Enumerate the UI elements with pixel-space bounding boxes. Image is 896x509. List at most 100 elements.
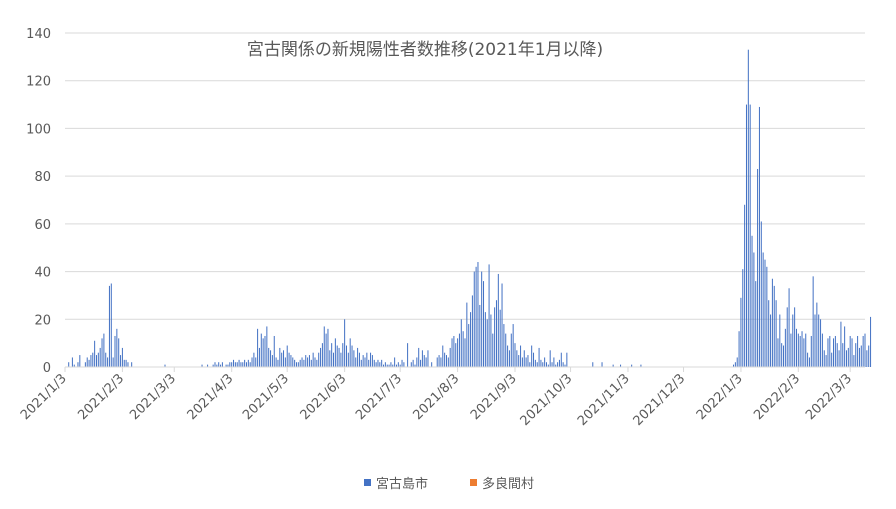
bar-miyakojima — [734, 362, 736, 367]
bar-miyakojima — [264, 335, 266, 367]
bar-miyakojima — [733, 364, 735, 367]
bar-miyakojima — [442, 345, 444, 367]
bar-miyakojima — [218, 362, 220, 367]
bar-miyakojima — [464, 338, 466, 367]
bar-miyakojima — [764, 259, 766, 367]
bar-miyakojima — [845, 350, 847, 367]
bar-miyakojima — [497, 273, 499, 367]
bar-miyakojima — [99, 347, 101, 367]
legend-swatch — [364, 479, 371, 486]
bar-miyakojima — [838, 350, 840, 367]
bar-miyakojima — [744, 204, 746, 367]
bar-miyakojima — [810, 335, 812, 367]
bar-miyakojima — [334, 338, 336, 367]
bar-miyakojima — [418, 347, 420, 367]
bar-miyakojima — [544, 357, 546, 367]
bar-miyakojima — [86, 357, 88, 367]
bar-miyakojima — [518, 355, 520, 367]
bar-miyakojima — [364, 357, 366, 367]
bar-miyakojima — [97, 352, 99, 367]
bar-miyakojima — [238, 359, 240, 367]
bar-miyakojima — [805, 333, 807, 367]
bar-miyakojima — [749, 104, 751, 368]
bar-miyakojima — [425, 357, 427, 367]
bar-miyakojima — [247, 359, 249, 367]
bar-miyakojima — [592, 362, 594, 367]
bar-miyakojima — [357, 347, 359, 367]
bar-miyakojima — [236, 362, 238, 367]
bar-miyakojima — [416, 357, 418, 367]
bar-miyakojima — [799, 335, 801, 367]
bar-miyakojima — [755, 281, 757, 367]
bar-miyakojima — [751, 235, 753, 367]
bar-miyakojima — [268, 347, 270, 367]
bar-miyakojima — [353, 350, 355, 367]
bar-miyakojima — [847, 347, 849, 367]
bar-miyakojima — [105, 352, 107, 367]
bar-miyakojima — [475, 266, 477, 367]
bar-miyakojima — [736, 357, 738, 367]
bar-miyakojima — [431, 362, 433, 367]
bar-miyakojima — [786, 307, 788, 367]
bar-miyakojima — [201, 364, 203, 367]
bar-miyakojima — [281, 352, 283, 367]
bar-miyakojima — [866, 350, 868, 367]
bar-miyakojima — [507, 345, 509, 367]
bar-miyakojima — [840, 321, 842, 367]
bar-miyakojima — [477, 262, 479, 367]
bar-miyakojima — [423, 355, 425, 367]
chart-title: 宮古関係の新規陽性者数推移(2021年1月以降) — [247, 40, 603, 60]
bar-miyakojima — [295, 362, 297, 367]
bar-miyakojima — [257, 328, 259, 367]
bar-miyakojima — [270, 350, 272, 367]
bar-miyakojima — [451, 338, 453, 367]
bar-miyakojima — [779, 314, 781, 367]
bar-miyakojima — [288, 352, 290, 367]
bar-miyakojima — [342, 343, 344, 367]
bar-miyakojima — [227, 364, 229, 367]
bar-miyakojima — [245, 362, 247, 367]
bar-miyakojima — [110, 283, 112, 367]
bar-miyakojima — [403, 362, 405, 367]
y-tick-label: 120 — [26, 75, 51, 90]
bar-miyakojima — [88, 359, 90, 367]
bar-miyakojima — [484, 312, 486, 367]
bar-miyakojima — [801, 331, 803, 367]
bar-miyakojima — [327, 328, 329, 367]
bar-miyakojima — [286, 345, 288, 367]
bar-miyakojima — [460, 319, 462, 367]
bar-miyakojima — [777, 338, 779, 367]
bar-miyakojima — [362, 355, 364, 367]
bar-miyakojima — [436, 357, 438, 367]
bar-miyakojima — [557, 362, 559, 367]
y-tick-label: 40 — [34, 266, 51, 281]
bar-miyakojima — [534, 359, 536, 367]
bar-miyakojima — [251, 357, 253, 367]
legend-swatch — [470, 479, 477, 486]
bar-miyakojima — [516, 350, 518, 367]
bar-miyakojima — [479, 304, 481, 367]
bar-miyakojima — [566, 352, 568, 367]
bar-miyakojima — [392, 364, 394, 367]
bar-miyakojima — [414, 364, 416, 367]
bar-miyakojima — [120, 355, 122, 367]
bar-miyakojima — [399, 364, 401, 367]
bar-miyakojima — [814, 314, 816, 367]
bar-miyakojima — [844, 326, 846, 367]
bar-miyakojima — [92, 352, 94, 367]
bar-miyakojima — [297, 362, 299, 367]
bar-miyakojima — [123, 359, 125, 367]
bar-miyakojima — [381, 359, 383, 367]
bar-miyakojima — [68, 362, 70, 367]
bar-miyakojima — [510, 333, 512, 367]
y-tick-label: 80 — [34, 170, 51, 185]
bar-miyakojima — [825, 355, 827, 367]
bar-miyakojima — [601, 362, 603, 367]
bar-miyakojima — [229, 362, 231, 367]
bar-miyakojima — [525, 357, 527, 367]
bar-miyakojima — [768, 300, 770, 367]
y-tick-label: 100 — [26, 122, 51, 137]
bar-miyakojima — [388, 364, 390, 367]
bar-miyakojima — [164, 364, 166, 367]
